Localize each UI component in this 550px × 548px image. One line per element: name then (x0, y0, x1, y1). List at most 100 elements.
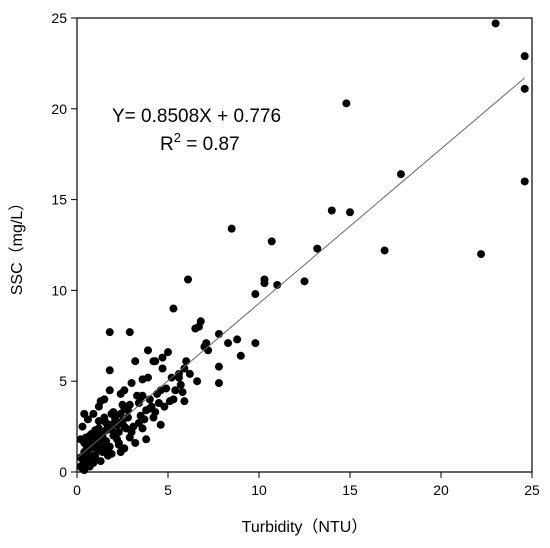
data-point (477, 250, 486, 259)
data-point (227, 224, 236, 233)
data-point (267, 237, 276, 246)
data-point (151, 357, 160, 366)
data-point (185, 369, 194, 378)
data-point (164, 348, 172, 357)
data-point (300, 277, 309, 286)
data-point (233, 335, 242, 344)
data-point (114, 440, 123, 449)
data-point (520, 84, 529, 93)
data-point (520, 52, 529, 61)
y-tick-label: 20 (51, 101, 67, 117)
data-point (131, 357, 140, 366)
regression-equation: Y= 0.8508X + 0.776 (112, 106, 281, 127)
data-point (174, 373, 183, 382)
data-point (96, 397, 105, 406)
data-point (105, 366, 114, 375)
data-point (158, 353, 167, 362)
data-point (138, 375, 147, 384)
data-point (156, 420, 165, 429)
data-point (313, 244, 322, 253)
data-point (105, 328, 114, 337)
data-point (169, 395, 178, 404)
y-tick-label: 10 (51, 282, 67, 298)
data-point (169, 304, 178, 313)
data-point (89, 458, 98, 467)
x-tick-label: 0 (73, 482, 81, 498)
data-point (193, 377, 202, 386)
r-squared-label: R2 = 0.87 (160, 130, 240, 155)
data-point (191, 324, 200, 333)
data-point (140, 415, 149, 424)
data-point (158, 364, 167, 373)
data-point (85, 431, 94, 440)
data-point (180, 397, 189, 406)
data-point (214, 362, 223, 371)
data-point (120, 422, 129, 431)
data-point (184, 275, 193, 284)
data-point (204, 346, 213, 355)
data-point (380, 246, 389, 255)
data-point (180, 364, 189, 373)
data-point (138, 424, 147, 433)
data-point (251, 339, 260, 348)
data-point (396, 170, 405, 179)
x-tick-label: 15 (342, 482, 358, 498)
data-point (96, 431, 105, 440)
y-tick-label: 5 (59, 373, 67, 389)
data-point (182, 357, 191, 366)
data-point (96, 457, 105, 466)
data-point (116, 389, 125, 398)
data-point (145, 404, 154, 413)
x-axis: 0 5 10 15 20 25 (73, 472, 540, 498)
data-point (327, 206, 336, 215)
data-point (100, 417, 109, 426)
data-point (123, 406, 132, 415)
data-point (82, 460, 91, 469)
y-tick-label: 25 (51, 10, 67, 26)
data-point (102, 444, 111, 453)
data-point (127, 379, 136, 388)
data-point (260, 279, 269, 288)
data-point (89, 438, 98, 447)
data-points (76, 19, 529, 475)
data-point (162, 384, 171, 393)
data-point (251, 290, 260, 299)
x-tick-label: 10 (251, 482, 267, 498)
data-point (125, 433, 134, 442)
data-point (171, 386, 180, 395)
data-point (491, 19, 500, 28)
data-point (138, 391, 147, 400)
data-point (342, 99, 351, 108)
data-point (160, 402, 169, 411)
r2-superscript: 2 (174, 130, 181, 145)
data-point (80, 409, 89, 418)
data-point (118, 400, 127, 409)
data-point (134, 398, 143, 407)
x-axis-title: Turbidity（NTU） (242, 518, 368, 536)
data-point (143, 346, 152, 355)
data-point (107, 449, 116, 458)
r2-value: = 0.87 (181, 134, 240, 155)
data-point (109, 428, 118, 437)
data-point (107, 409, 116, 418)
fit-line (76, 77, 526, 459)
data-point (176, 380, 185, 389)
data-point (89, 409, 98, 418)
data-point (123, 413, 132, 422)
x-tick-label: 20 (433, 482, 449, 498)
r2-prefix: R (160, 134, 174, 155)
x-tick-label: 25 (524, 482, 540, 498)
data-point (78, 422, 87, 431)
data-point (273, 280, 282, 289)
data-point (125, 328, 134, 337)
data-point (142, 435, 151, 444)
y-tick-label: 0 (59, 464, 67, 480)
data-point (91, 426, 100, 435)
data-point (131, 438, 140, 447)
data-point (178, 388, 187, 397)
y-axis: 0 5 10 15 20 25 (51, 10, 77, 480)
data-point (214, 379, 223, 388)
data-point (520, 177, 529, 186)
data-point (346, 208, 354, 217)
